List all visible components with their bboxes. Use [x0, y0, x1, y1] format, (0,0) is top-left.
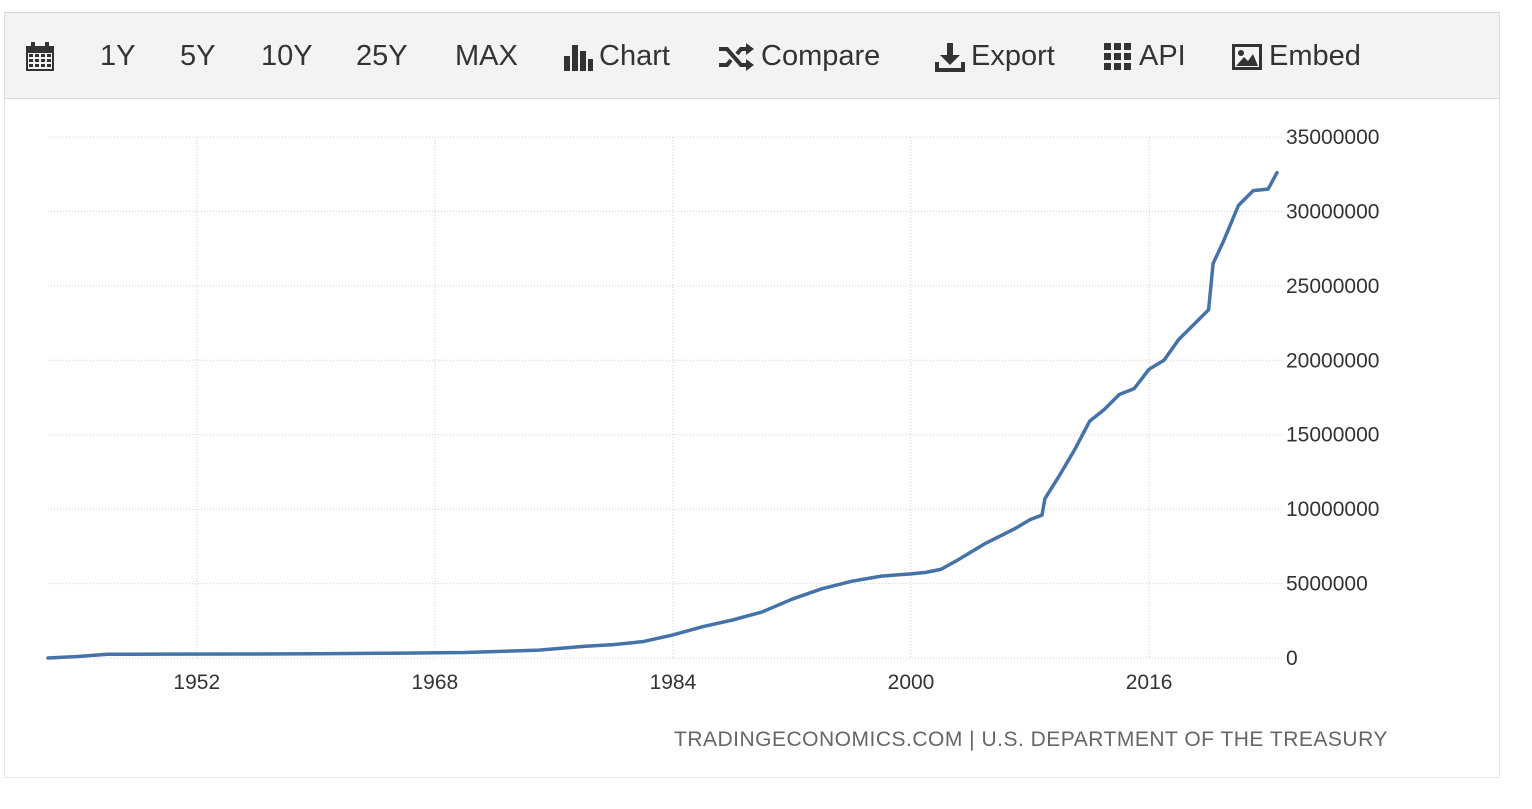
source-attribution: TRADINGECONOMICS.COM | U.S. DEPARTMENT O… — [674, 728, 1388, 751]
chart-frame — [4, 12, 1500, 778]
image-icon — [1232, 43, 1262, 70]
series-line — [46, 170, 1279, 660]
x-tick-label: 1984 — [650, 671, 697, 694]
y-tick-label: 30000000 — [1286, 200, 1379, 223]
range-10y-label: 10Y — [261, 40, 313, 72]
x-tick-label: 1952 — [173, 671, 220, 694]
grid-icon — [1104, 42, 1131, 70]
export-button-label: Export — [971, 40, 1055, 72]
range-10y-button[interactable]: 10Y — [261, 13, 313, 100]
range-1y-button[interactable]: 1Y — [100, 13, 135, 100]
grid — [48, 136, 1283, 659]
chart-toolbar: 1Y 5Y 10Y 25Y MAX Chart Compare Export — [4, 12, 1500, 99]
compare-button[interactable]: Compare — [717, 13, 880, 100]
calendar-button[interactable] — [25, 13, 55, 100]
range-max-label: MAX — [455, 40, 518, 72]
shuffle-icon — [719, 42, 754, 71]
range-1y-label: 1Y — [100, 40, 136, 72]
embed-button[interactable]: Embed — [1231, 13, 1361, 100]
calendar-icon — [26, 41, 54, 71]
y-tick-label: 5000000 — [1286, 573, 1368, 596]
x-tick-label: 1968 — [412, 671, 459, 694]
bar-chart-icon — [564, 44, 593, 71]
y-tick-label: 10000000 — [1286, 498, 1379, 521]
range-25y-label: 25Y — [356, 40, 408, 72]
range-25y-button[interactable]: 25Y — [356, 13, 408, 100]
export-button[interactable]: Export — [935, 13, 1055, 100]
api-button-label: API — [1139, 40, 1186, 72]
y-tick-label: 15000000 — [1286, 424, 1379, 447]
x-tick-label: 2016 — [1126, 671, 1173, 694]
download-icon — [935, 42, 965, 72]
chart-button-label: Chart — [599, 40, 670, 72]
chart-button[interactable]: Chart — [563, 13, 670, 100]
y-tick-label: 0 — [1286, 647, 1298, 670]
series-layer — [46, 170, 1279, 660]
range-max-button[interactable]: MAX — [455, 13, 518, 100]
y-tick-label: 20000000 — [1286, 349, 1379, 372]
compare-button-label: Compare — [761, 40, 881, 72]
range-5y-label: 5Y — [180, 40, 216, 72]
y-axis: 0 5000000 10000000 15000000 20000000 25000000… — [1286, 126, 1379, 670]
y-tick-label: 35000000 — [1286, 126, 1379, 149]
y-tick-label: 25000000 — [1286, 275, 1379, 298]
x-tick-label: 2000 — [888, 671, 935, 694]
api-button[interactable]: API — [1103, 13, 1186, 100]
range-5y-button[interactable]: 5Y — [180, 13, 215, 100]
embed-button-label: Embed — [1269, 40, 1361, 72]
x-axis: 1952 1968 1984 2000 2016 — [173, 671, 1172, 694]
